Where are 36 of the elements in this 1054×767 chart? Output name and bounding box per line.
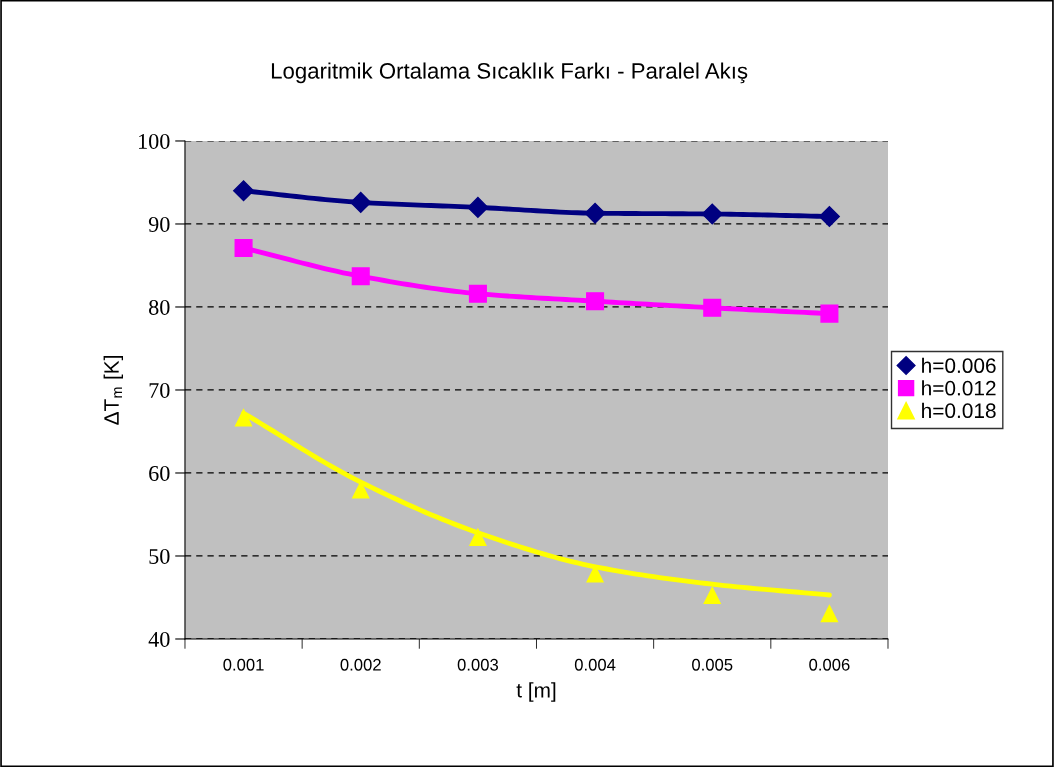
x-tick-label: 0.001 — [223, 658, 264, 671]
point — [468, 527, 487, 546]
y-axis-title: ΔT$_{m}$ [K] — [103, 356, 124, 425]
point — [701, 203, 723, 225]
point — [820, 604, 839, 623]
y-tick-label: 80 — [149, 299, 170, 315]
point — [820, 304, 839, 323]
point — [350, 191, 372, 213]
point — [351, 267, 370, 286]
x-tick-label: 0.002 — [340, 658, 381, 671]
x-axis-title: t [m] — [516, 682, 556, 702]
point — [586, 292, 605, 311]
y-tick-label: 90 — [148, 216, 170, 232]
point — [703, 585, 722, 605]
point — [586, 564, 605, 583]
point — [818, 205, 840, 228]
y-tick-label: 50 — [149, 548, 170, 564]
point — [233, 180, 255, 202]
legend-label: h=0.018 — [922, 402, 996, 419]
x-tick-label: 0.003 — [457, 658, 499, 671]
y-tick-label: 100 — [139, 133, 170, 149]
point — [703, 298, 722, 317]
point — [234, 239, 253, 258]
point — [468, 284, 487, 303]
point — [584, 202, 606, 224]
chart-title: Logaritmik Ortalama Sıcaklık Farkı - Paralel Akış — [271, 62, 748, 84]
point — [467, 196, 489, 218]
x-tick-label: 0.004 — [574, 658, 616, 671]
point — [234, 408, 253, 427]
y-tick-label: 40 — [148, 631, 170, 647]
y-tick-label: 60 — [149, 465, 170, 481]
legend-label: h=0.012 — [922, 380, 996, 396]
y-tick-label: 70 — [149, 382, 170, 398]
x-tick-label: 0.006 — [809, 658, 850, 671]
legend-label: h=0.006 — [922, 357, 996, 374]
x-tick-label: 0.005 — [692, 658, 733, 671]
